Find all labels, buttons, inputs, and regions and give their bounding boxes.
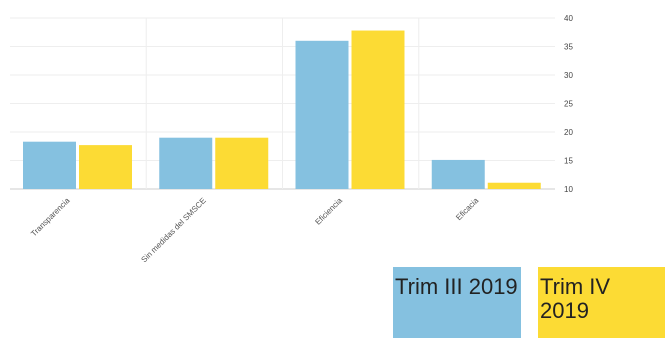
bar[interactable] (487, 182, 541, 189)
y-tick-label: 35 (564, 43, 573, 52)
bar-chart: 10 15 20 25 30 35 40 Transparencia Sin medidas … (10, 14, 573, 262)
bar[interactable] (23, 141, 76, 189)
x-tick-label: Eficacia (454, 196, 481, 223)
y-tick-label: 30 (564, 71, 573, 80)
bars (23, 30, 541, 189)
bar[interactable] (431, 159, 485, 189)
legend-item-trim-iv-2019[interactable]: Trim IV 2019 (538, 267, 665, 338)
bar[interactable] (159, 137, 213, 189)
y-axis-ticks: 10 15 20 25 30 35 40 (564, 14, 573, 194)
bar[interactable] (79, 145, 132, 189)
legend-label: Trim IV 2019 (540, 274, 611, 323)
bar[interactable] (351, 30, 405, 189)
legend-label: Trim III 2019 (395, 274, 518, 299)
bar[interactable] (215, 137, 269, 189)
y-tick-label: 10 (564, 185, 573, 194)
x-axis-labels: Transparencia Sin medidas del SMSCE Eficie… (29, 196, 480, 262)
x-tick-label: Sin medidas del SMSCE (139, 196, 207, 262)
x-tick-label: Transparencia (29, 196, 72, 239)
x-tick-label: Eficiencia (313, 196, 344, 227)
bar[interactable] (295, 40, 349, 189)
y-tick-label: 40 (564, 14, 573, 23)
legend-item-trim-iii-2019[interactable]: Trim III 2019 (393, 267, 521, 338)
y-tick-label: 15 (564, 157, 573, 166)
y-tick-label: 20 (564, 128, 573, 137)
y-tick-label: 25 (564, 100, 573, 109)
